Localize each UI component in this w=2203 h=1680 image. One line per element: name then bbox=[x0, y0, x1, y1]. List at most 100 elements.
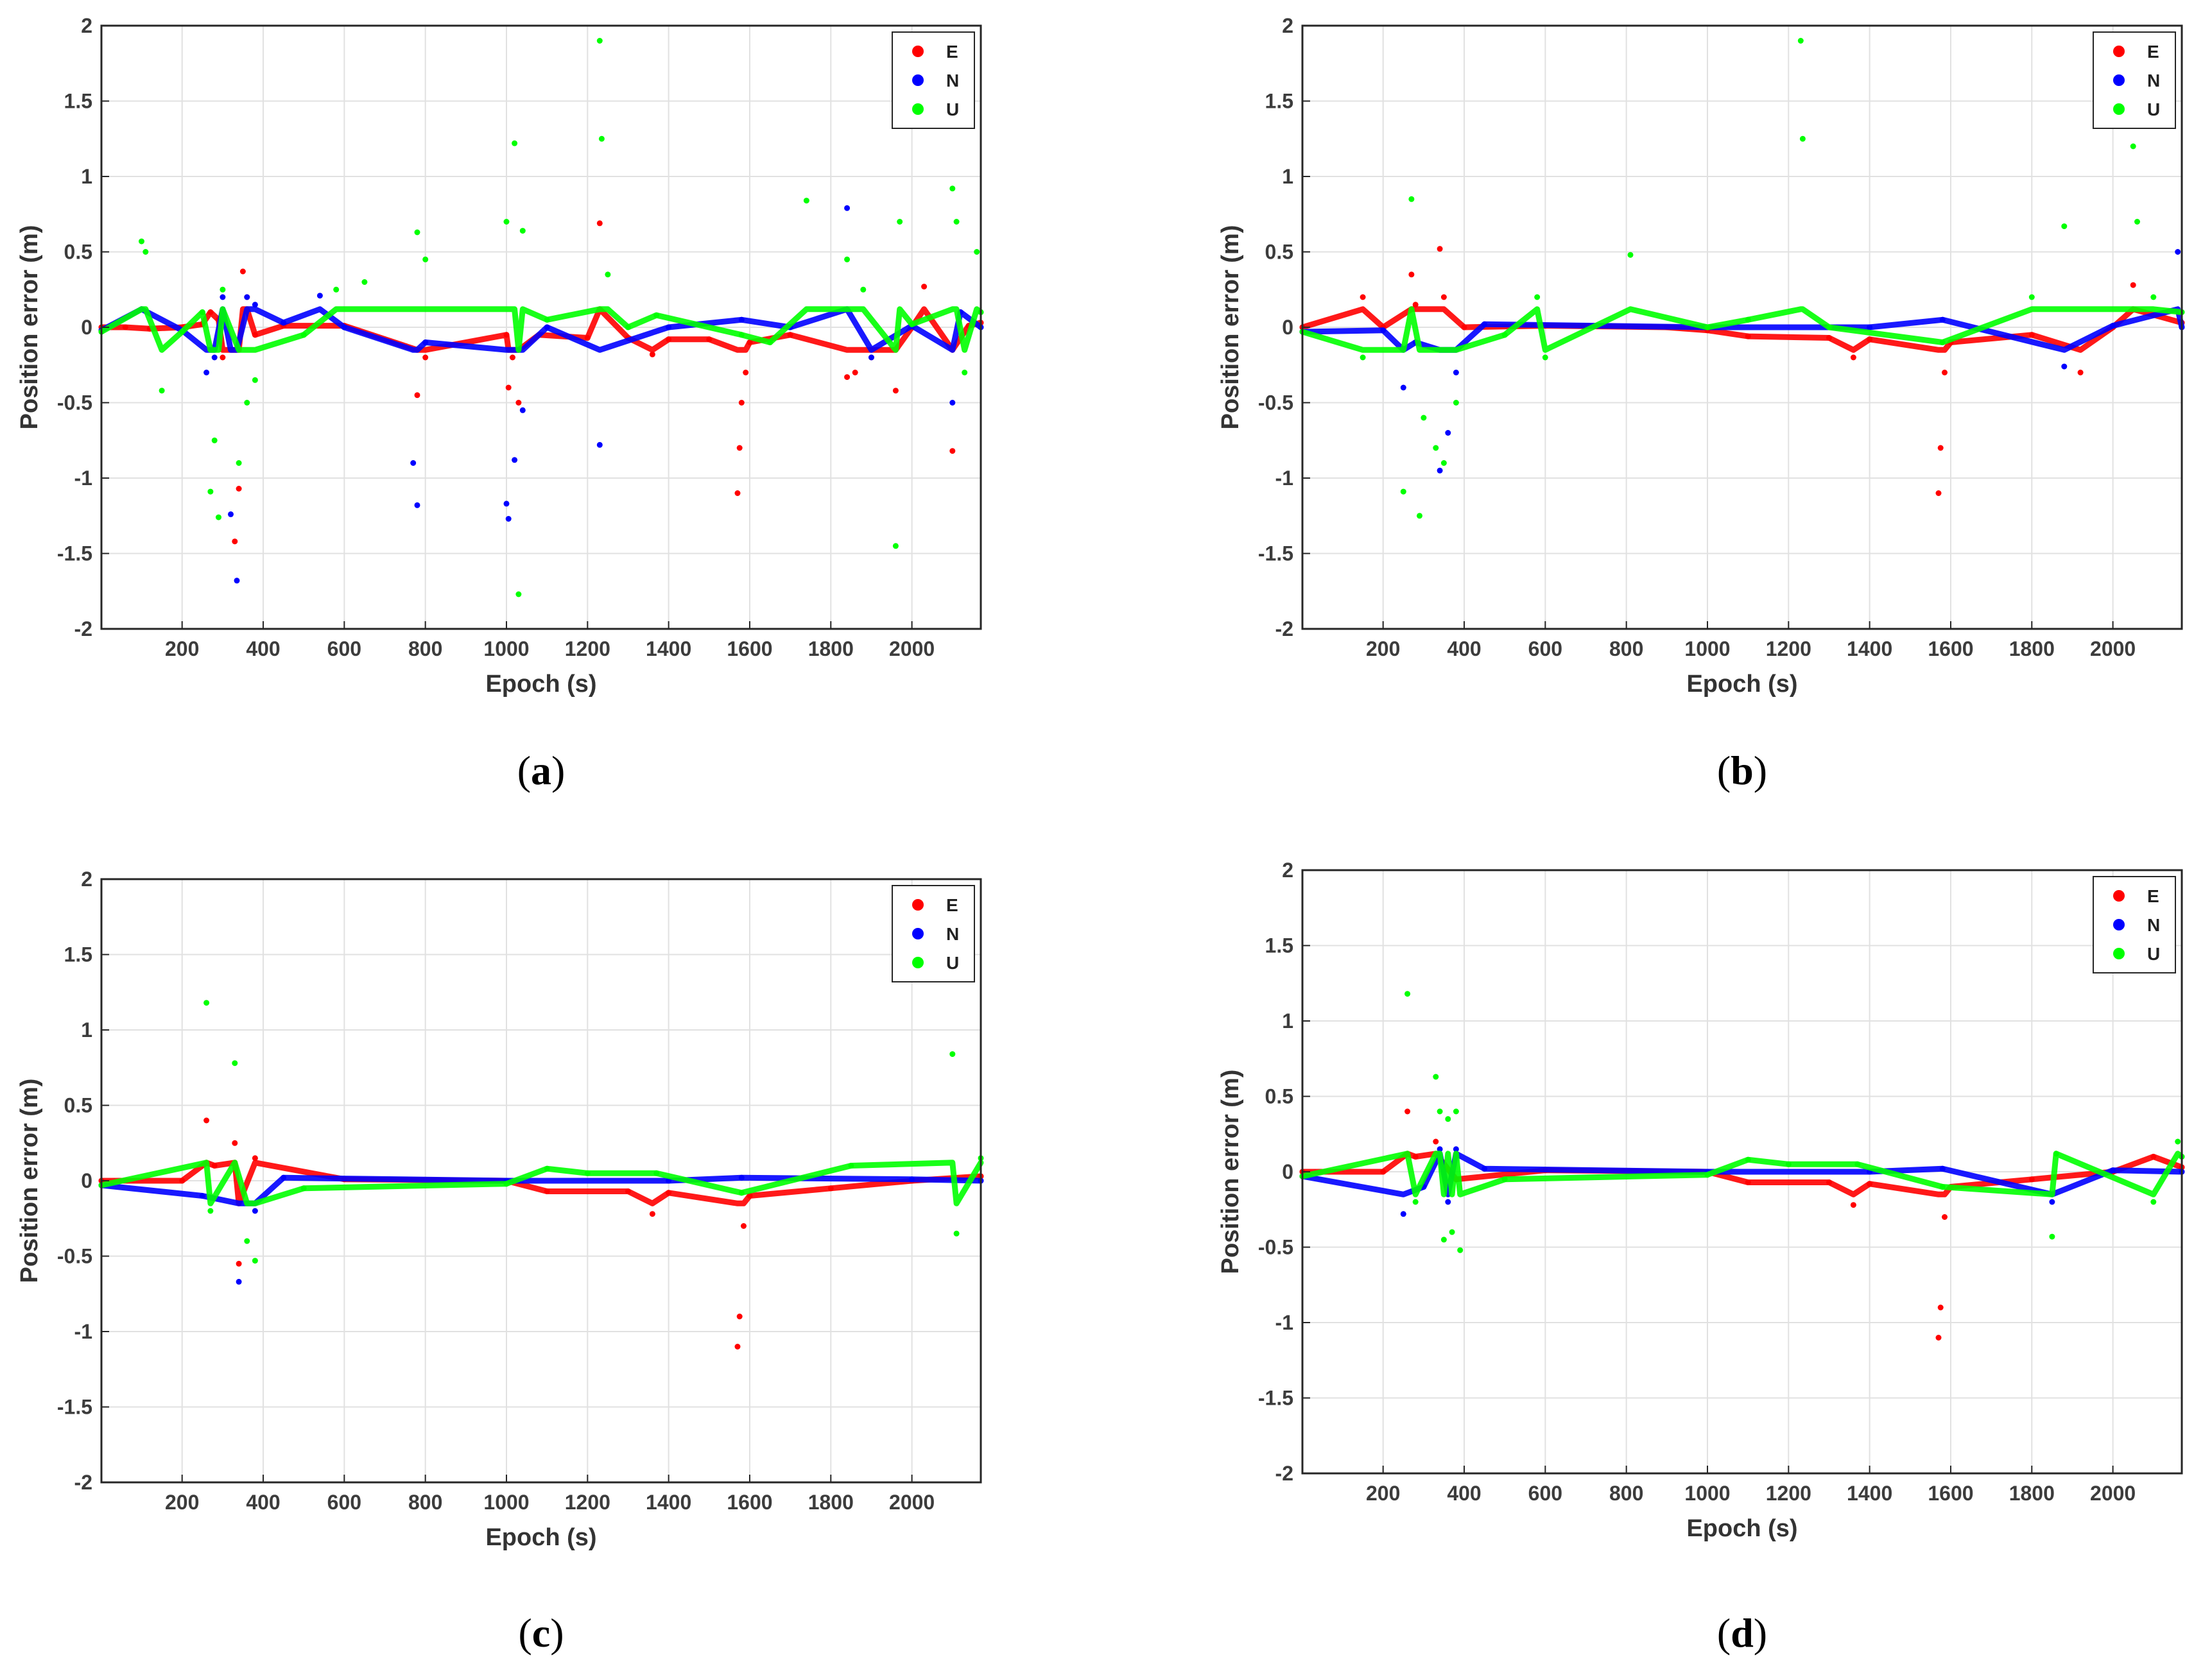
data-point-N bbox=[666, 324, 672, 330]
y-tick-label: -0.5 bbox=[1258, 1236, 1293, 1259]
x-tick-label: 1800 bbox=[808, 637, 854, 660]
caption-close: ) bbox=[550, 1610, 564, 1656]
data-point-N bbox=[316, 293, 323, 299]
data-point-E bbox=[211, 1163, 218, 1169]
data-point-U bbox=[949, 185, 956, 192]
legend-marker-N bbox=[2113, 74, 2125, 86]
data-point-E bbox=[1433, 1138, 1439, 1145]
data-point-U bbox=[953, 1230, 960, 1237]
y-tick-label: -0.5 bbox=[1258, 391, 1293, 415]
y-tick-label: 2 bbox=[1282, 859, 1293, 882]
data-point-E bbox=[252, 332, 258, 338]
x-tick-label: 1600 bbox=[1928, 637, 1973, 660]
y-tick-label: 1 bbox=[1282, 1009, 1293, 1033]
y-tick-label: -2 bbox=[74, 617, 92, 640]
y-tick-label: 2 bbox=[1282, 14, 1293, 37]
data-point-E bbox=[844, 374, 851, 381]
data-point-N bbox=[1437, 1146, 1443, 1153]
legend-box bbox=[2093, 31, 2176, 129]
y-tick-label: 0 bbox=[81, 316, 92, 339]
legend-label-E: E bbox=[2147, 886, 2159, 906]
data-point-E bbox=[1937, 445, 1944, 451]
y-tick-label: -1 bbox=[1275, 1311, 1293, 1334]
y-tick-label: 0.5 bbox=[1265, 1085, 1293, 1108]
data-point-E bbox=[736, 445, 743, 451]
data-point-E bbox=[236, 1260, 242, 1267]
data-point-N bbox=[236, 1278, 242, 1285]
legend-label-N: N bbox=[2147, 71, 2160, 90]
panel-c: 200 400 600 800 1000 1200 1400 1600 1800 2000 2 1.5… bbox=[16, 868, 984, 1656]
panel-b: 200 400 600 800 1000 1200 1400 1600 1800 2000 2 1.5… bbox=[1217, 14, 2185, 793]
data-point-N bbox=[512, 457, 518, 463]
x-tick-label: 2000 bbox=[889, 637, 935, 660]
y-tick-label: 0 bbox=[1282, 1160, 1293, 1183]
data-point-E bbox=[203, 1117, 210, 1124]
data-point-N bbox=[228, 511, 234, 517]
x-axis-label: Epoch (s) bbox=[485, 1524, 596, 1551]
y-axis-label: Position error (m) bbox=[1217, 1070, 1244, 1274]
data-point-U bbox=[1412, 1199, 1419, 1205]
caption-open: ( bbox=[517, 748, 531, 793]
data-point-E bbox=[743, 370, 749, 375]
data-point-E bbox=[892, 388, 899, 394]
y-tick-label: -2 bbox=[74, 1471, 92, 1494]
x-tick-label: 1600 bbox=[1928, 1482, 1973, 1505]
data-point-E bbox=[747, 339, 753, 345]
data-point-E bbox=[738, 400, 745, 406]
data-point-U bbox=[139, 238, 144, 244]
caption-open: ( bbox=[518, 1610, 531, 1656]
y-tick-label: 0 bbox=[1282, 316, 1293, 339]
data-point-N bbox=[281, 1174, 287, 1181]
legend-label-N: N bbox=[946, 924, 959, 944]
panel-caption: (c) bbox=[518, 1610, 564, 1656]
caption-letter: b bbox=[1731, 748, 1754, 793]
legend-label-U: U bbox=[2147, 944, 2160, 964]
data-point-U bbox=[1440, 460, 1447, 466]
data-point-E bbox=[1380, 1169, 1387, 1175]
legend-marker-U bbox=[912, 103, 924, 115]
data-point-N bbox=[2175, 249, 2181, 255]
x-axis-label: Epoch (s) bbox=[485, 671, 596, 698]
data-point-U bbox=[515, 591, 522, 597]
data-point-U bbox=[1408, 196, 1415, 202]
data-point-E bbox=[1745, 1179, 1751, 1185]
y-tick-label: -2 bbox=[1275, 617, 1293, 640]
data-point-U bbox=[1627, 252, 1634, 258]
data-point-E bbox=[207, 309, 214, 315]
x-tick-label: 1600 bbox=[727, 637, 772, 660]
x-tick-label: 800 bbox=[408, 1491, 442, 1514]
data-point-U bbox=[653, 1170, 660, 1176]
data-point-N bbox=[1445, 430, 1451, 436]
data-point-U bbox=[949, 1051, 956, 1058]
data-point-U bbox=[1449, 1229, 1455, 1235]
series-trace-N bbox=[98, 1174, 984, 1206]
data-point-E bbox=[747, 1193, 753, 1199]
data-point-U bbox=[300, 1185, 307, 1192]
data-point-U bbox=[2150, 1199, 2157, 1205]
x-tick-label: 1200 bbox=[1766, 1482, 1811, 1505]
legend-marker-E bbox=[2113, 46, 2125, 57]
data-point-E bbox=[921, 284, 928, 290]
data-point-U bbox=[1404, 991, 1411, 997]
data-point-N bbox=[1400, 1211, 1406, 1217]
panel-d: 200 400 600 800 1000 1200 1400 1600 1800 2000 2 1.5… bbox=[1217, 859, 2185, 1656]
data-point-E bbox=[220, 354, 226, 361]
data-point-N bbox=[281, 320, 287, 326]
x-tick-label: 200 bbox=[165, 637, 199, 660]
panel-a: 200 400 600 800 1000 1200 1400 1600 1800 2000 2 1.5… bbox=[16, 14, 984, 793]
data-point-U bbox=[1785, 1161, 1792, 1167]
data-point-U bbox=[1797, 38, 1804, 44]
data-point-U bbox=[361, 279, 368, 285]
data-point-E bbox=[503, 332, 510, 338]
data-point-U bbox=[1799, 135, 1806, 142]
data-point-N bbox=[220, 294, 226, 300]
y-tick-label: -1 bbox=[1275, 467, 1293, 490]
data-point-U bbox=[2061, 223, 2068, 230]
x-tick-label: 800 bbox=[1609, 637, 1643, 660]
data-point-N bbox=[1867, 324, 1873, 330]
panel-caption: (b) bbox=[1717, 748, 1767, 793]
data-point-U bbox=[1453, 1108, 1459, 1115]
data-point-U bbox=[199, 309, 205, 315]
data-point-U bbox=[159, 388, 165, 394]
data-point-E bbox=[1867, 1181, 1873, 1187]
